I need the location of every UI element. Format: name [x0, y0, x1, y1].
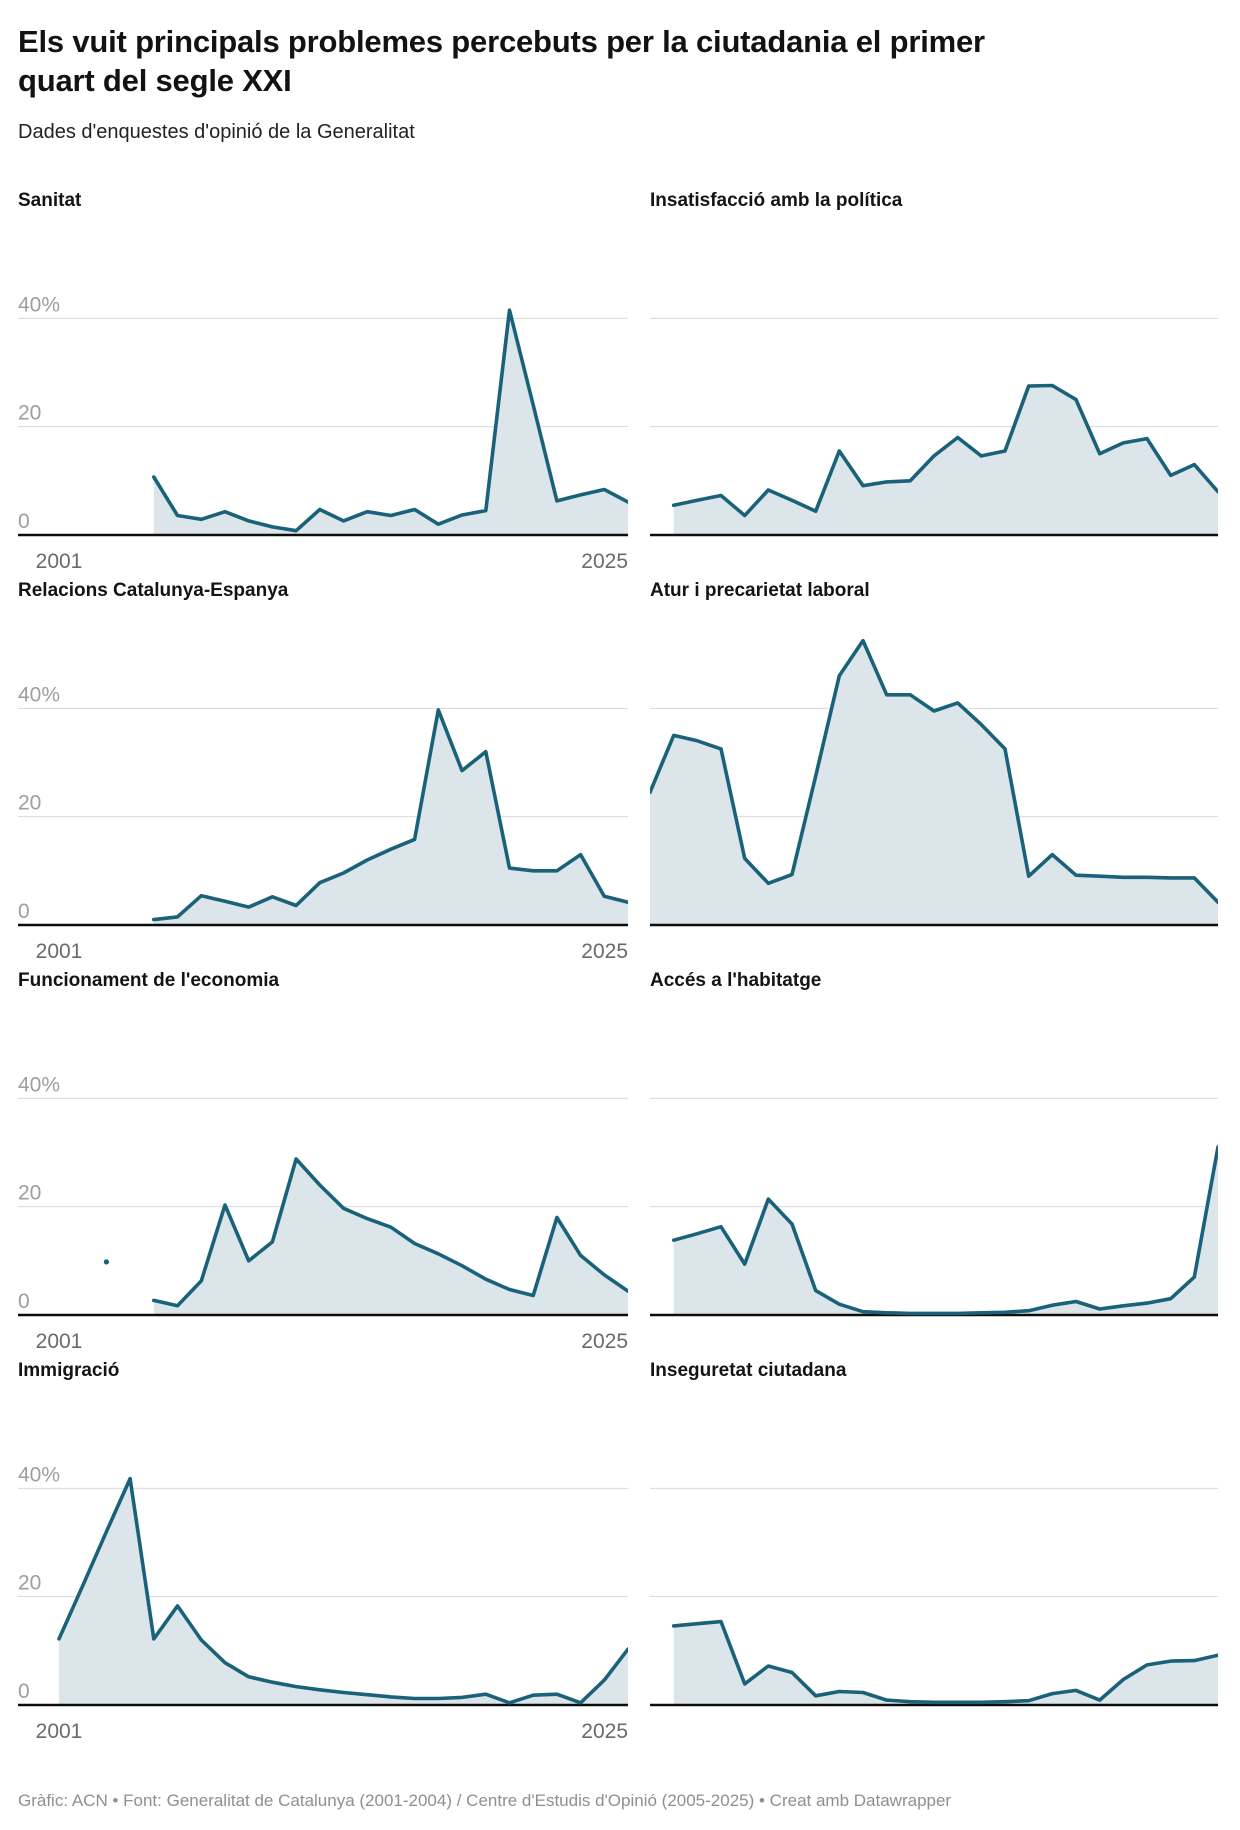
y-axis-label-20: 20	[18, 1572, 41, 1595]
chart-title-insatisfaccio-politica: Insatisfacció amb la política	[650, 190, 903, 212]
y-axis-label-0: 0	[18, 1680, 30, 1703]
chart-atur-precarietat: Atur i precarietat laboral	[650, 578, 1218, 968]
chart-plot-inseguretat-ciutadana	[650, 1487, 1218, 1707]
y-axis-label-0: 0	[18, 1290, 30, 1313]
chart-insatisfaccio-politica: Insatisfacció amb la política	[650, 188, 1218, 578]
chart-title-sanitat: Sanitat	[18, 190, 82, 212]
x-axis-label-last: 2025	[581, 550, 628, 574]
y-axis-label-40: 40%	[18, 293, 60, 316]
data-line	[650, 638, 1218, 905]
chart-title-funcionament-economia: Funcionament de l'economia	[18, 970, 280, 992]
data-line	[671, 1145, 1218, 1316]
page-title: Els vuit principals problemes percebuts …	[18, 24, 985, 99]
chart-title-atur-precarietat: Atur i precarietat laboral	[650, 580, 870, 602]
x-axis-labels-inseguretat-ciutadana	[650, 1714, 1218, 1748]
y-axis-label-20: 20	[18, 402, 41, 425]
area-fill	[153, 1159, 628, 1316]
page-subtitle: Dades d'enquestes d'opinió de la General…	[18, 121, 415, 144]
x-axis-label-last: 2025	[581, 1720, 628, 1744]
chart-plot-relacions-catalunya-espanya: 40% 20 0	[18, 683, 628, 927]
footer-credit: Gràfic: ACN • Font: Generalitat de Catal…	[18, 1791, 952, 1811]
chart-plot-acces-habitatge	[650, 1097, 1218, 1317]
x-axis-label-first: 2001	[35, 1330, 83, 1354]
chart-relacions-catalunya-espanya: Relacions Catalunya-Espanya 40% 20 0 2001 202…	[18, 578, 628, 968]
y-axis-label-40: 40%	[18, 1463, 60, 1486]
area-fill	[673, 1147, 1218, 1316]
isolated-data-point	[103, 1259, 109, 1265]
chart-title-immigracio: Immigració	[18, 1360, 120, 1382]
x-axis-labels-relacions-catalunya-espanya: 2001 2025	[18, 934, 628, 968]
y-axis-label-20: 20	[18, 792, 41, 815]
area-fill	[153, 709, 628, 926]
chart-title-acces-habitatge: Accés a l'habitatge	[650, 970, 822, 992]
x-axis-labels-acces-habitatge	[650, 1324, 1218, 1358]
area-fill	[153, 310, 628, 536]
y-axis-label-20: 20	[18, 1182, 41, 1205]
chart-sanitat: Sanitat 40% 20 0 2001 2025	[18, 188, 628, 578]
x-axis-labels-insatisfaccio-politica	[650, 544, 1218, 578]
x-axis-labels-sanitat: 2001 2025	[18, 544, 628, 578]
x-axis-labels-atur-precarietat	[650, 934, 1218, 968]
x-axis-label-last: 2025	[581, 1330, 628, 1354]
y-axis-label-0: 0	[18, 900, 30, 923]
chart-title-relacions-catalunya-espanya: Relacions Catalunya-Espanya	[18, 580, 289, 602]
data-line	[152, 708, 628, 922]
charts-grid: Sanitat 40% 20 0 2001 2025 Insatisfacció amb l…	[18, 188, 1221, 1748]
data-line	[57, 1476, 628, 1705]
area-fill	[673, 1621, 1218, 1706]
area-fill	[59, 1478, 628, 1706]
x-axis-label-first: 2001	[35, 940, 83, 964]
area-fill	[673, 385, 1218, 536]
chart-plot-insatisfaccio-politica	[650, 317, 1218, 537]
chart-plot-immigracio: 40% 20 0	[18, 1463, 628, 1707]
chart-plot-atur-precarietat	[650, 638, 1218, 927]
x-axis-label-first: 2001	[35, 550, 83, 574]
chart-immigracio: Immigració 40% 20 0 2001 2025	[18, 1358, 628, 1748]
chart-inseguretat-ciutadana: Inseguretat ciutadana	[650, 1358, 1218, 1748]
chart-funcionament-economia: Funcionament de l'economia 40% 20 0 2001 2025	[18, 968, 628, 1358]
y-axis-label-40: 40%	[18, 683, 60, 706]
chart-acces-habitatge: Accés a l'habitatge	[650, 968, 1218, 1358]
x-axis-labels-immigracio: 2001 2025	[18, 1714, 628, 1748]
data-line	[152, 1157, 628, 1308]
chart-title-inseguretat-ciutadana: Inseguretat ciutadana	[650, 1360, 847, 1382]
data-line	[152, 308, 628, 533]
area-fill	[650, 640, 1218, 926]
chart-plot-funcionament-economia: 40% 20 0	[18, 1073, 628, 1317]
chart-plot-sanitat: 40% 20 0	[18, 293, 628, 537]
x-axis-label-last: 2025	[581, 940, 628, 964]
y-axis-label-40: 40%	[18, 1073, 60, 1096]
y-axis-label-0: 0	[18, 510, 30, 533]
data-line	[671, 383, 1218, 518]
data-line	[671, 1619, 1218, 1705]
x-axis-labels-funcionament-economia: 2001 2025	[18, 1324, 628, 1358]
x-axis-label-first: 2001	[35, 1720, 83, 1744]
